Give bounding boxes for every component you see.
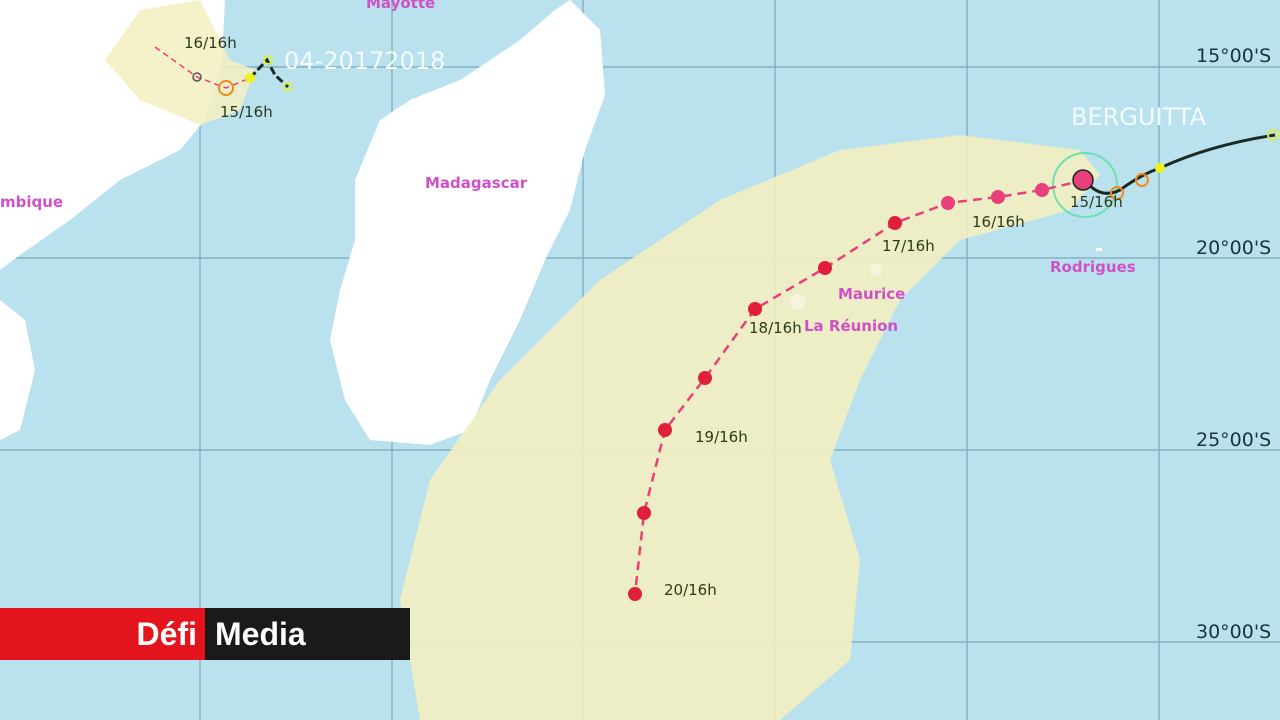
latitude-label: 20°00'S (1196, 237, 1272, 259)
place-label-madagascar: Madagascar (425, 174, 528, 192)
cyclone-current-icon (1072, 169, 1094, 191)
time-label: 16/16h (184, 34, 237, 52)
storm-name-04: 04-20172018 (284, 47, 446, 75)
logo-part1: Défi (136, 615, 197, 652)
reunion-island (790, 294, 806, 310)
storm-04-past-track (248, 57, 290, 89)
mauritius-island (870, 264, 882, 276)
past-point-yellow (1155, 163, 1165, 173)
storm-name-berguitta: BERGUITTA (1071, 103, 1206, 131)
time-label: 18/16h (749, 319, 802, 337)
berguitta-past-track (1083, 133, 1276, 195)
latitude-label: 30°00'S (1196, 621, 1272, 643)
latitude-label: 25°00'S (1196, 429, 1272, 451)
madagascar-landmass (330, 0, 605, 445)
time-label: 17/16h (882, 237, 935, 255)
time-label: 16/16h (972, 213, 1025, 231)
past-position-markers (1110, 173, 1149, 200)
time-label: 19/16h (695, 428, 748, 446)
time-label: 20/16h (664, 581, 717, 599)
place-label-rodrigues: Rodrigues (1050, 258, 1136, 276)
africa-south-landmass (0, 300, 35, 440)
place-label-reunion: La Réunion (804, 317, 899, 335)
rodrigues-island (1096, 248, 1102, 251)
logo-part2: Media (215, 615, 306, 652)
defi-media-logo: Défi Media (0, 608, 410, 660)
storm-04-forecast-track (154, 46, 251, 89)
current-position-circle (1052, 152, 1118, 218)
time-label: 15/16h (1070, 193, 1123, 211)
latitude-label: 15°00'S (1196, 45, 1272, 67)
berguitta-forecast-points (628, 183, 1049, 601)
time-label: 15/16h (220, 103, 273, 121)
berguitta-cone (400, 135, 1100, 720)
storm-04-cone (105, 0, 255, 125)
place-label-mayotte: Mayotte (366, 0, 436, 12)
place-label-maurice: Maurice (838, 285, 906, 303)
place-label-mozambique: mbique (0, 193, 64, 211)
